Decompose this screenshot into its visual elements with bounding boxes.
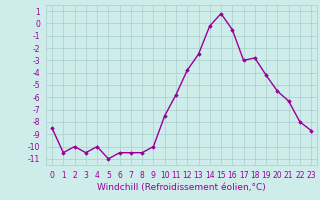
X-axis label: Windchill (Refroidissement éolien,°C): Windchill (Refroidissement éolien,°C) bbox=[97, 183, 266, 192]
